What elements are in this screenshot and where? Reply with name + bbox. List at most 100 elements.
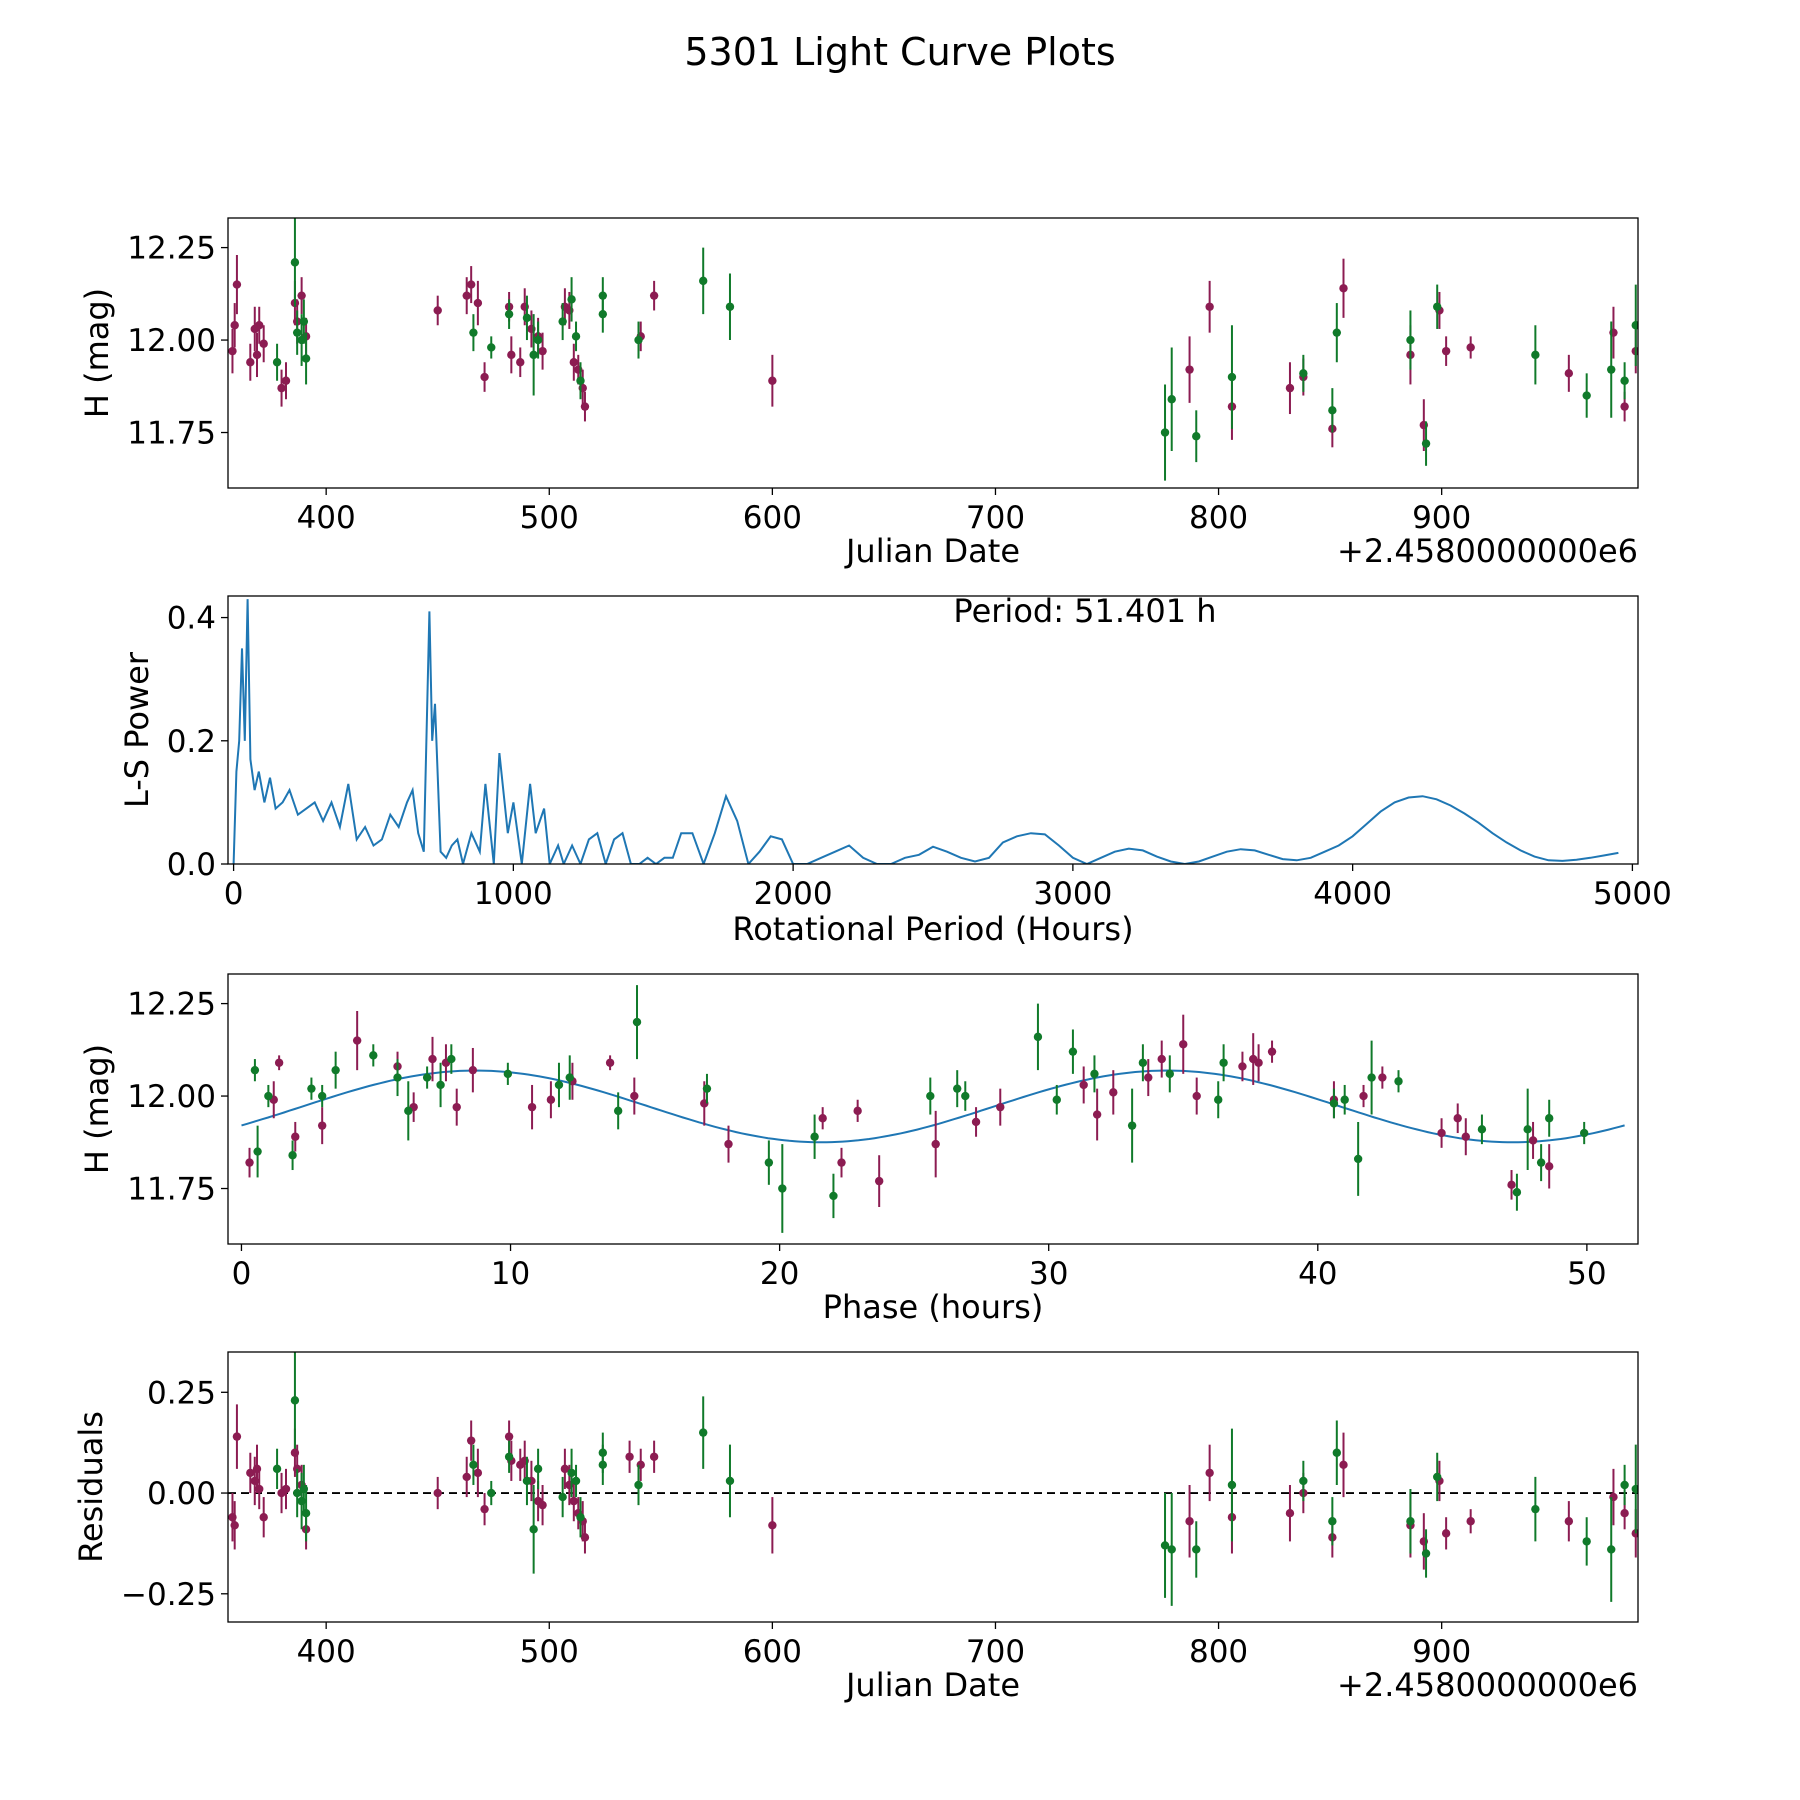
- phased-point-filter_b: [331, 1051, 340, 1089]
- lightcurve-point-filter_a: [768, 354, 777, 407]
- residuals-point-filter_b: [1167, 1493, 1176, 1606]
- phased-marker: [468, 1065, 478, 1075]
- residuals-marker: [569, 1496, 579, 1506]
- phased-point-filter_a: [724, 1125, 733, 1163]
- lightcurve-marker: [1466, 343, 1475, 352]
- residuals-point-filter_a: [516, 1448, 525, 1481]
- phased-point-filter_a: [1437, 1118, 1446, 1148]
- residuals-point-filter_b: [301, 1484, 311, 1542]
- lightcurve-point-filter_b: [487, 336, 496, 359]
- residuals-point-filter_a: [1441, 1517, 1451, 1550]
- lightcurve-marker: [272, 358, 282, 367]
- residuals-point-filter_a: [255, 1468, 264, 1510]
- phased-marker: [818, 1114, 827, 1123]
- lightcurve-point-filter_b: [290, 218, 300, 307]
- lightcurve-marker: [569, 358, 579, 367]
- lightcurve-marker: [507, 350, 516, 360]
- lightcurve-marker: [1339, 284, 1348, 293]
- lightcurve-point-filter_a: [277, 369, 286, 407]
- phased-point-filter_a: [1378, 1066, 1387, 1089]
- phased-point-filter_b: [369, 1044, 378, 1067]
- residuals-marker: [255, 1484, 264, 1494]
- residuals-point-filter_b: [571, 1464, 581, 1498]
- lightcurve-marker: [725, 302, 735, 311]
- lightcurve-marker: [277, 383, 286, 393]
- phased-marker: [1507, 1180, 1516, 1190]
- lightcurve-ytick-label: 11.75: [127, 416, 216, 452]
- lightcurve-ytick-label: 12.00: [127, 323, 216, 359]
- residuals-point-filter_b: [558, 1476, 567, 1518]
- phased-point-filter_b: [764, 1140, 774, 1185]
- phased-marker: [369, 1051, 378, 1060]
- phased-point-filter_b: [393, 1059, 402, 1097]
- lightcurve-point-filter_b: [504, 299, 514, 329]
- residuals-point-filter_a: [649, 1440, 659, 1473]
- lightcurve-marker: [1607, 365, 1616, 374]
- phased-point-filter_a: [1144, 1059, 1153, 1097]
- phased-marker: [1127, 1121, 1137, 1130]
- residuals-xtick-label: 500: [520, 1634, 579, 1670]
- lightcurve-xtick-label: 500: [520, 500, 579, 536]
- phased-marker: [764, 1158, 774, 1167]
- phased-marker: [352, 1036, 362, 1045]
- phased-marker: [1394, 1077, 1403, 1086]
- phased-marker: [874, 1176, 884, 1186]
- lightcurve-marker: [252, 350, 262, 360]
- lightcurve-point-filter_b: [558, 303, 567, 341]
- residuals-point-filter_a: [1205, 1444, 1214, 1502]
- residuals-marker: [571, 1476, 581, 1486]
- lightcurve-marker: [1328, 406, 1337, 415]
- lightcurve-marker: [1564, 369, 1574, 378]
- residuals-marker: [1620, 1508, 1629, 1518]
- phased-marker: [1079, 1080, 1088, 1090]
- lightcurve-point-filter_a: [246, 343, 255, 381]
- residuals-marker: [725, 1476, 735, 1486]
- residuals-point-filter_a: [1339, 1432, 1348, 1498]
- residuals-point-filter_b: [1328, 1497, 1337, 1546]
- lightcurve-point-filter_b: [529, 314, 538, 396]
- phased-point-filter_b: [404, 1081, 413, 1141]
- residuals-marker: [1433, 1472, 1442, 1482]
- lightcurve-marker: [1631, 321, 1638, 330]
- phased-marker: [250, 1065, 260, 1075]
- residuals-marker: [634, 1480, 643, 1490]
- periodogram-ytick-label: 0.4: [167, 601, 216, 637]
- phased-frame: [227, 973, 1639, 1245]
- phased-point-filter_b: [1090, 1055, 1099, 1093]
- residuals-point-filter_b: [487, 1480, 496, 1506]
- lightcurve-marker: [1406, 335, 1415, 345]
- residuals-marker: [533, 1464, 543, 1474]
- phased-point-filter_b: [1219, 1044, 1228, 1082]
- lightcurve-xtick-label: 600: [743, 500, 802, 536]
- phased-ytick-label: 12.25: [127, 987, 216, 1023]
- residuals-x-label: Julian Date: [844, 1666, 1020, 1704]
- residuals-point-filter_b: [522, 1456, 532, 1506]
- periodogram-plot-area: [232, 599, 1619, 864]
- phased-point-filter_a: [1092, 1088, 1102, 1141]
- phased-point-filter_b: [1329, 1088, 1339, 1119]
- lightcurve-point-filter_a: [466, 266, 476, 304]
- phased-point-filter_b: [250, 1059, 260, 1082]
- phased-point-filter_b: [1214, 1081, 1223, 1119]
- lightcurve-point-filter_a: [252, 332, 262, 378]
- lightcurve-marker: [255, 321, 264, 330]
- residuals-ytick-label: −0.25: [121, 1577, 216, 1613]
- panel-lightcurve: 400 500 600 700 800 900 11.75 12.00 12.25 Julian…: [78, 217, 1639, 570]
- residuals-marker: [1205, 1468, 1214, 1478]
- periodogram-xtick-label: 3000: [1033, 876, 1112, 912]
- phased-point-filter_a: [269, 1081, 278, 1119]
- lightcurve-marker: [1620, 402, 1629, 411]
- residuals-plot-area: [228, 1352, 1638, 1606]
- periodogram-xtick-label: 5000: [1593, 876, 1672, 912]
- phased-fit-curve: [241, 1069, 1625, 1144]
- phased-marker: [452, 1102, 461, 1112]
- residuals-marker: [580, 1533, 590, 1542]
- lightcurve-point-filter_b: [1227, 325, 1237, 429]
- residuals-point-filter_a: [560, 1448, 570, 1490]
- phased-point-filter_a: [1109, 1070, 1118, 1115]
- phased-point-filter_b: [702, 1073, 712, 1104]
- lightcurve-y-label: H (mag): [78, 288, 116, 418]
- panel-phased: 0 10 20 30 40 50 11.75 12.00 12.25 Phase (hours)…: [78, 973, 1639, 1326]
- lightcurve-point-filter_b: [1433, 284, 1442, 329]
- phased-point-filter_b: [447, 1044, 456, 1074]
